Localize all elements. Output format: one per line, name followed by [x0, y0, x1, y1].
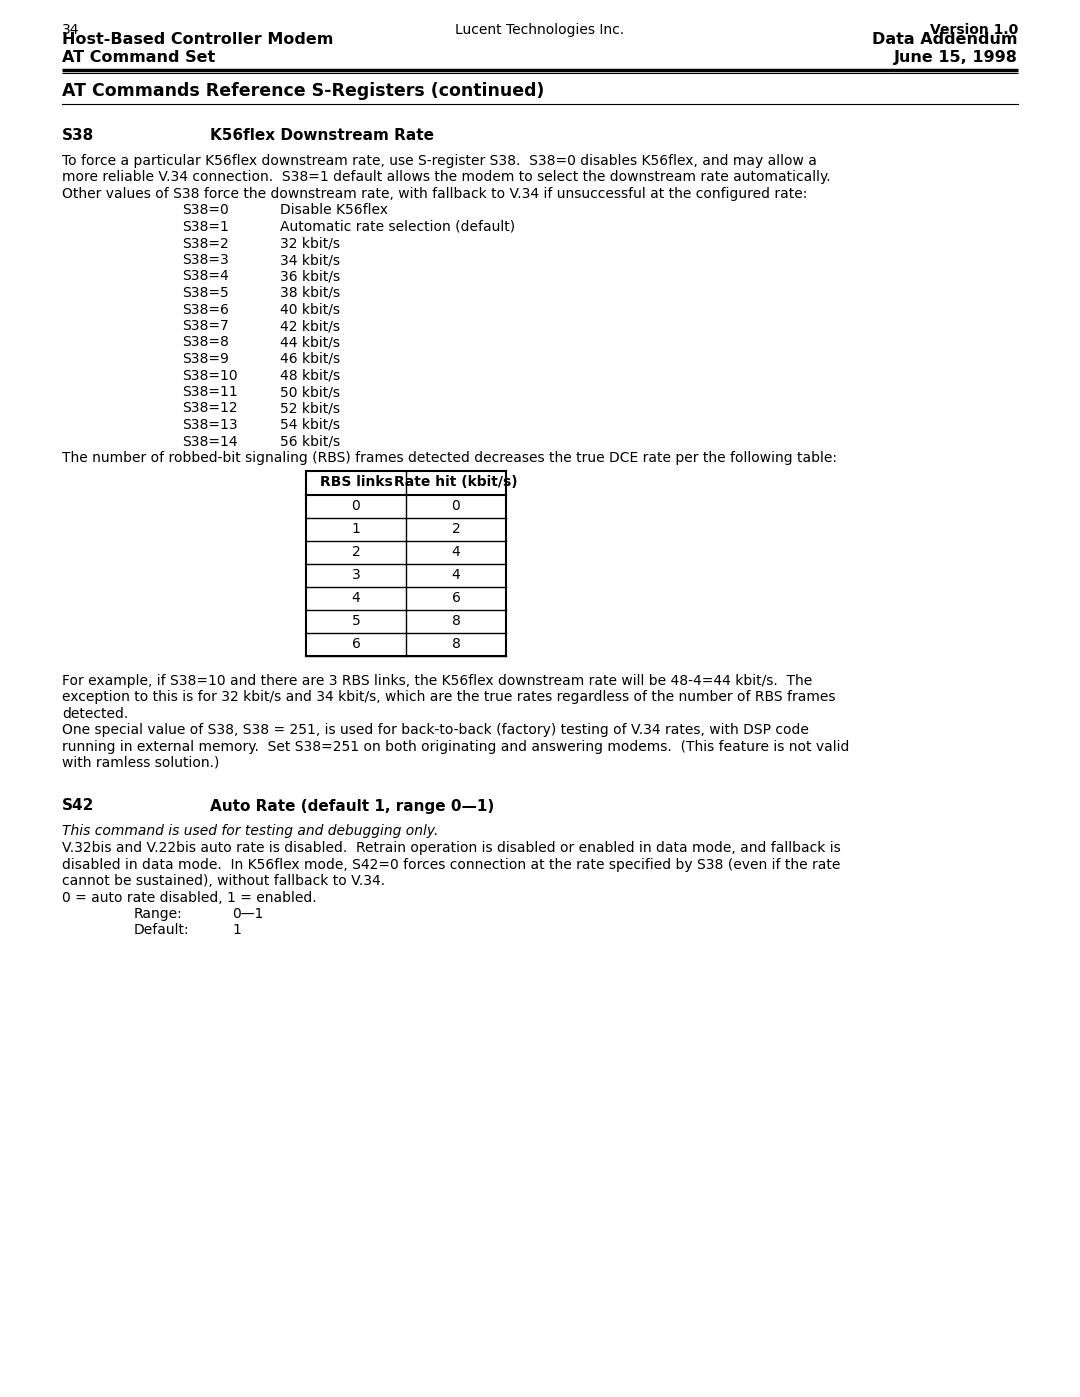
Text: running in external memory.  Set S38=251 on both originating and answering modem: running in external memory. Set S38=251 … — [62, 739, 849, 753]
Text: K56flex Downstream Rate: K56flex Downstream Rate — [210, 129, 434, 142]
Text: with ramless solution.): with ramless solution.) — [62, 756, 219, 770]
Text: 1: 1 — [352, 522, 361, 536]
Text: S38=11: S38=11 — [183, 386, 238, 400]
Text: June 15, 1998: June 15, 1998 — [894, 50, 1018, 66]
Text: One special value of S38, S38 = 251, is used for back-to-back (factory) testing : One special value of S38, S38 = 251, is … — [62, 724, 809, 738]
Text: S38=5: S38=5 — [183, 286, 229, 300]
Text: Lucent Technologies Inc.: Lucent Technologies Inc. — [456, 22, 624, 36]
Text: 0: 0 — [352, 499, 361, 513]
Text: 34: 34 — [62, 22, 80, 36]
Text: 6: 6 — [451, 591, 460, 605]
Text: RBS links: RBS links — [320, 475, 392, 489]
Text: Host-Based Controller Modem: Host-Based Controller Modem — [62, 32, 334, 47]
Text: To force a particular K56flex downstream rate, use S-register S38.  S38=0 disabl: To force a particular K56flex downstream… — [62, 154, 816, 168]
Text: S38=13: S38=13 — [183, 418, 238, 432]
Text: 44 kbit/s: 44 kbit/s — [280, 335, 340, 349]
Text: 1: 1 — [232, 923, 241, 937]
Text: 46 kbit/s: 46 kbit/s — [280, 352, 340, 366]
Text: disabled in data mode.  In K56flex mode, S42=0 forces connection at the rate spe: disabled in data mode. In K56flex mode, … — [62, 858, 840, 872]
Text: detected.: detected. — [62, 707, 129, 721]
Text: 48 kbit/s: 48 kbit/s — [280, 369, 340, 383]
Text: AT Command Set: AT Command Set — [62, 50, 215, 66]
Text: S38=7: S38=7 — [183, 319, 229, 332]
Text: S38=6: S38=6 — [183, 303, 229, 317]
Text: S38=14: S38=14 — [183, 434, 238, 448]
Text: Disable K56flex: Disable K56flex — [280, 204, 388, 218]
Text: S38=0: S38=0 — [183, 204, 229, 218]
Text: 32 kbit/s: 32 kbit/s — [280, 236, 340, 250]
Text: Data Addendum: Data Addendum — [873, 32, 1018, 47]
Text: V.32bis and V.22bis auto rate is disabled.  Retrain operation is disabled or ena: V.32bis and V.22bis auto rate is disable… — [62, 841, 840, 855]
Text: 4: 4 — [451, 545, 460, 559]
Text: Version 1.0: Version 1.0 — [930, 22, 1018, 36]
Text: 4: 4 — [352, 591, 361, 605]
Text: 4: 4 — [451, 569, 460, 583]
Text: 54 kbit/s: 54 kbit/s — [280, 418, 340, 432]
Text: S38=8: S38=8 — [183, 335, 229, 349]
Text: 2: 2 — [451, 522, 460, 536]
Text: This command is used for testing and debugging only.: This command is used for testing and deb… — [62, 824, 438, 838]
Text: 42 kbit/s: 42 kbit/s — [280, 319, 340, 332]
Text: 40 kbit/s: 40 kbit/s — [280, 303, 340, 317]
Text: 50 kbit/s: 50 kbit/s — [280, 386, 340, 400]
Text: exception to this is for 32 kbit/s and 34 kbit/s, which are the true rates regar: exception to this is for 32 kbit/s and 3… — [62, 690, 836, 704]
Text: cannot be sustained), without fallback to V.34.: cannot be sustained), without fallback t… — [62, 875, 386, 888]
Text: 36 kbit/s: 36 kbit/s — [280, 270, 340, 284]
Text: 34 kbit/s: 34 kbit/s — [280, 253, 340, 267]
Text: 6: 6 — [352, 637, 361, 651]
Text: 5: 5 — [352, 615, 361, 629]
Text: more reliable V.34 connection.  S38=1 default allows the modem to select the dow: more reliable V.34 connection. S38=1 def… — [62, 170, 831, 184]
Text: 8: 8 — [451, 637, 460, 651]
Text: Automatic rate selection (default): Automatic rate selection (default) — [280, 219, 515, 235]
Text: 3: 3 — [352, 569, 361, 583]
Text: S38=10: S38=10 — [183, 369, 238, 383]
Text: Other values of S38 force the downstream rate, with fallback to V.34 if unsucces: Other values of S38 force the downstream… — [62, 187, 808, 201]
Text: 56 kbit/s: 56 kbit/s — [280, 434, 340, 448]
Text: 0 = auto rate disabled, 1 = enabled.: 0 = auto rate disabled, 1 = enabled. — [62, 890, 316, 904]
Text: Range:: Range: — [134, 907, 183, 921]
Text: S38=4: S38=4 — [183, 270, 229, 284]
Text: 0—1: 0—1 — [232, 907, 264, 921]
Text: S38: S38 — [62, 129, 94, 142]
Text: S38=1: S38=1 — [183, 219, 229, 235]
Text: Auto Rate (default 1, range 0—1): Auto Rate (default 1, range 0—1) — [210, 799, 495, 813]
Text: 2: 2 — [352, 545, 361, 559]
Text: S38=3: S38=3 — [183, 253, 229, 267]
Text: 8: 8 — [451, 615, 460, 629]
Text: 38 kbit/s: 38 kbit/s — [280, 286, 340, 300]
Text: S42: S42 — [62, 799, 94, 813]
Text: The number of robbed-bit signaling (RBS) frames detected decreases the true DCE : The number of robbed-bit signaling (RBS)… — [62, 451, 837, 465]
Text: Rate hit (kbit/s): Rate hit (kbit/s) — [394, 475, 517, 489]
Text: AT Commands Reference S-Registers (continued): AT Commands Reference S-Registers (conti… — [62, 82, 544, 101]
Text: 0: 0 — [451, 499, 460, 513]
Text: S38=2: S38=2 — [183, 236, 229, 250]
Text: S38=9: S38=9 — [183, 352, 229, 366]
Text: Default:: Default: — [134, 923, 190, 937]
Text: S38=12: S38=12 — [183, 401, 238, 415]
Text: 52 kbit/s: 52 kbit/s — [280, 401, 340, 415]
Text: For example, if S38=10 and there are 3 RBS links, the K56flex downstream rate wi: For example, if S38=10 and there are 3 R… — [62, 673, 812, 687]
